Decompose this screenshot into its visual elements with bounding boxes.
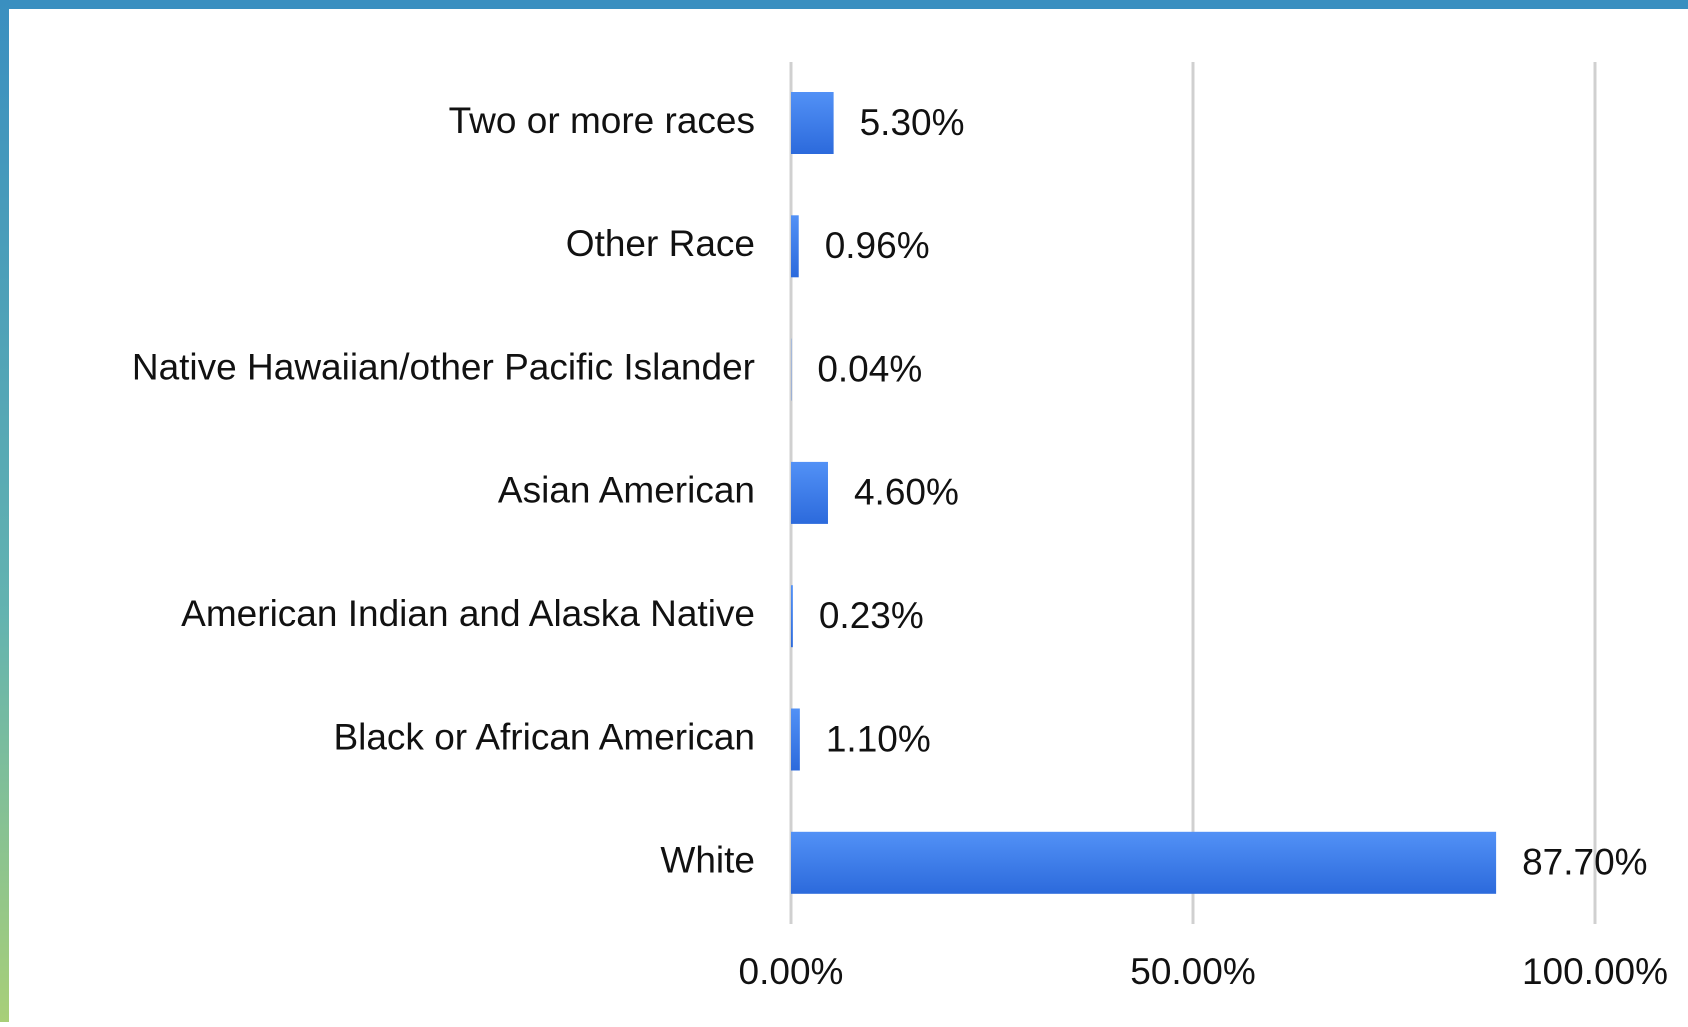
frame-left (0, 0, 9, 1022)
bar (791, 832, 1496, 894)
frame-top (0, 0, 1688, 9)
value-label: 0.23% (819, 595, 924, 636)
value-label: 1.10% (826, 718, 931, 759)
bar (791, 462, 828, 524)
bar (791, 709, 800, 771)
bar (791, 92, 834, 154)
value-label: 87.70% (1522, 842, 1648, 883)
value-label: 0.04% (817, 348, 922, 389)
bar (791, 215, 799, 277)
x-tick-label: 50.00% (1130, 951, 1256, 992)
y-tick-label: American Indian and Alaska Native (181, 593, 755, 634)
x-tick-label: 100.00% (1522, 951, 1668, 992)
y-tick-label: Asian American (498, 470, 755, 511)
y-tick-label: Other Race (566, 223, 755, 264)
value-label: 0.96% (825, 225, 930, 266)
bar (791, 585, 793, 647)
y-tick-label: Two or more races (449, 100, 755, 141)
y-tick-label: Native Hawaiian/other Pacific Islander (132, 346, 755, 387)
value-label: 5.30% (860, 102, 965, 143)
y-tick-label: White (660, 840, 755, 881)
value-label: 4.60% (854, 472, 959, 513)
x-tick-label: 0.00% (739, 951, 844, 992)
y-tick-label: Black or African American (333, 716, 755, 757)
